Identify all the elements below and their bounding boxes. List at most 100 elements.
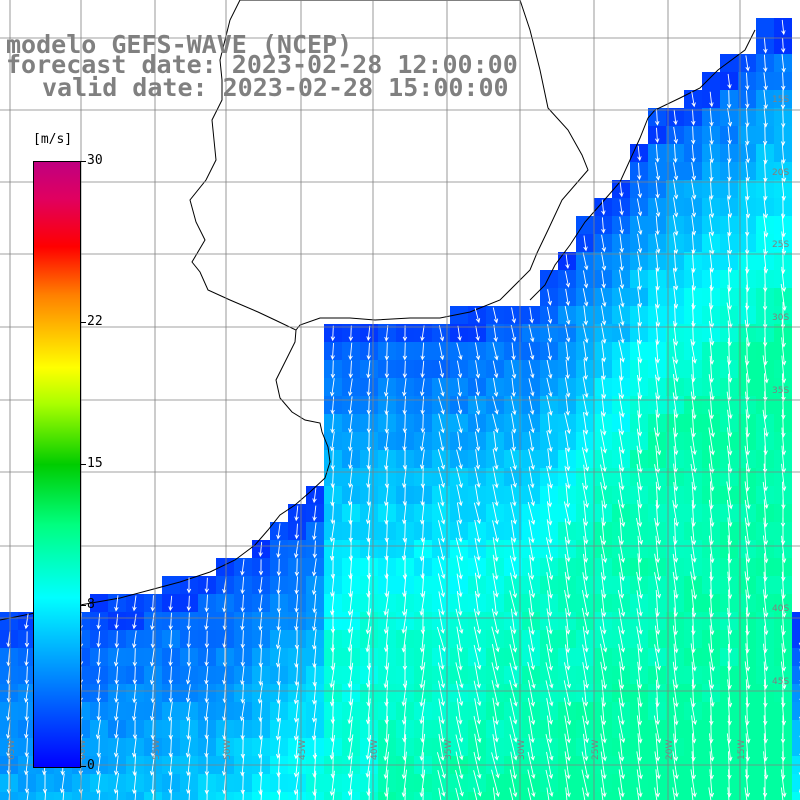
- wind-arrow: [672, 625, 679, 654]
- wind-arrow: [98, 790, 101, 800]
- wind-arrow: [240, 594, 245, 613]
- wind-arrow: [293, 682, 300, 705]
- wind-arrow: [546, 377, 553, 398]
- wind-arrow: [690, 536, 697, 563]
- wind-arrow: [619, 375, 625, 400]
- wind-arrow: [546, 501, 553, 526]
- wind-arrow: [547, 412, 552, 435]
- wind-arrow: [438, 413, 445, 434]
- wind-arrow: [96, 666, 101, 685]
- wind-arrow: [438, 520, 445, 543]
- wind-arrow: [583, 235, 588, 252]
- wind-arrow: [491, 626, 500, 653]
- wind-arrow: [528, 607, 535, 636]
- wind-arrow: [185, 737, 191, 758]
- wind-arrow: [332, 788, 335, 800]
- longitude-label: 25W: [591, 740, 601, 760]
- wind-arrow: [474, 591, 481, 616]
- wind-arrow: [744, 499, 751, 528]
- wind-arrow: [655, 127, 660, 144]
- wind-arrow: [419, 698, 426, 725]
- wind-arrow: [780, 124, 786, 147]
- wind-arrow: [636, 787, 640, 800]
- colorbar-legend: [33, 161, 81, 768]
- wind-arrow: [474, 395, 481, 416]
- wind-arrow: [510, 413, 517, 434]
- wind-arrow: [564, 305, 571, 325]
- wind-arrow: [312, 522, 317, 541]
- wind-arrow: [95, 772, 101, 795]
- wind-arrow: [582, 376, 589, 399]
- wind-arrow: [563, 680, 572, 707]
- wind-arrow: [330, 573, 335, 598]
- wind-arrow: [509, 734, 518, 761]
- wind-arrow: [727, 126, 732, 145]
- wind-arrow: [600, 715, 607, 744]
- wind-speed-cell: [792, 792, 800, 800]
- wind-arrow: [509, 555, 518, 580]
- wind-arrow: [24, 683, 29, 703]
- wind-arrow: [618, 287, 625, 308]
- wind-arrow: [655, 535, 661, 564]
- wind-arrow: [763, 589, 769, 618]
- wind-arrow: [762, 125, 768, 146]
- wind-arrow: [745, 107, 750, 128]
- wind-arrow: [204, 612, 209, 631]
- wind-arrow: [348, 360, 353, 379]
- wind-arrow: [438, 342, 445, 361]
- wind-arrow: [618, 626, 625, 653]
- wind-arrow: [294, 523, 299, 540]
- wind-arrow: [186, 630, 191, 649]
- wind-arrow: [528, 644, 535, 671]
- wind-arrow: [637, 268, 642, 291]
- wind-arrow: [330, 342, 335, 360]
- wind-arrow: [204, 630, 210, 649]
- wind-arrow: [314, 789, 317, 800]
- wind-arrow: [419, 626, 425, 653]
- wind-arrow: [763, 787, 766, 800]
- wind-arrow: [709, 391, 714, 420]
- map-title-valid-date: valid date: 2023-02-28 15:00:00: [42, 73, 509, 102]
- wind-arrow: [673, 143, 678, 164]
- wind-arrow: [312, 735, 318, 760]
- wind-arrow: [24, 737, 29, 758]
- wind-arrow: [509, 769, 518, 798]
- wind-arrow: [637, 322, 642, 345]
- wind-arrow: [348, 413, 353, 434]
- wind-arrow: [564, 412, 571, 435]
- wind-arrow: [637, 233, 643, 254]
- wind-arrow: [150, 595, 155, 612]
- latitude-label: 40S: [772, 604, 789, 614]
- longitude-label: 30W: [517, 740, 527, 760]
- colorbar-tick-label: 0: [87, 758, 95, 773]
- wind-arrow: [114, 666, 119, 685]
- wind-arrow: [474, 431, 481, 452]
- wind-arrow: [132, 613, 137, 630]
- wind-arrow: [511, 431, 516, 452]
- wind-arrow: [457, 431, 463, 452]
- wind-arrow: [419, 662, 426, 689]
- wind-arrow: [763, 37, 768, 54]
- wind-arrow: [763, 213, 769, 238]
- wind-arrow: [493, 324, 498, 343]
- wind-arrow: [474, 307, 481, 324]
- wind-arrow: [545, 662, 554, 689]
- wind-arrow: [745, 553, 750, 582]
- wind-arrow: [528, 733, 535, 761]
- wind-arrow: [258, 700, 263, 722]
- wind-arrow: [457, 378, 462, 397]
- wind-arrow: [600, 323, 607, 344]
- wind-arrow: [654, 197, 661, 218]
- wind-arrow: [132, 648, 138, 667]
- wind-arrow: [204, 683, 209, 704]
- latitude-labels: 15S 20S 25S 30S 35S 40S 45S: [772, 95, 789, 687]
- wind-arrow: [691, 197, 697, 218]
- wind-arrow: [673, 232, 679, 255]
- wind-arrow: [636, 339, 643, 364]
- wind-arrow: [581, 447, 590, 472]
- wind-arrow: [492, 342, 499, 361]
- wind-arrow: [709, 161, 714, 182]
- wind-arrow: [366, 449, 371, 470]
- wind-arrow: [168, 773, 173, 794]
